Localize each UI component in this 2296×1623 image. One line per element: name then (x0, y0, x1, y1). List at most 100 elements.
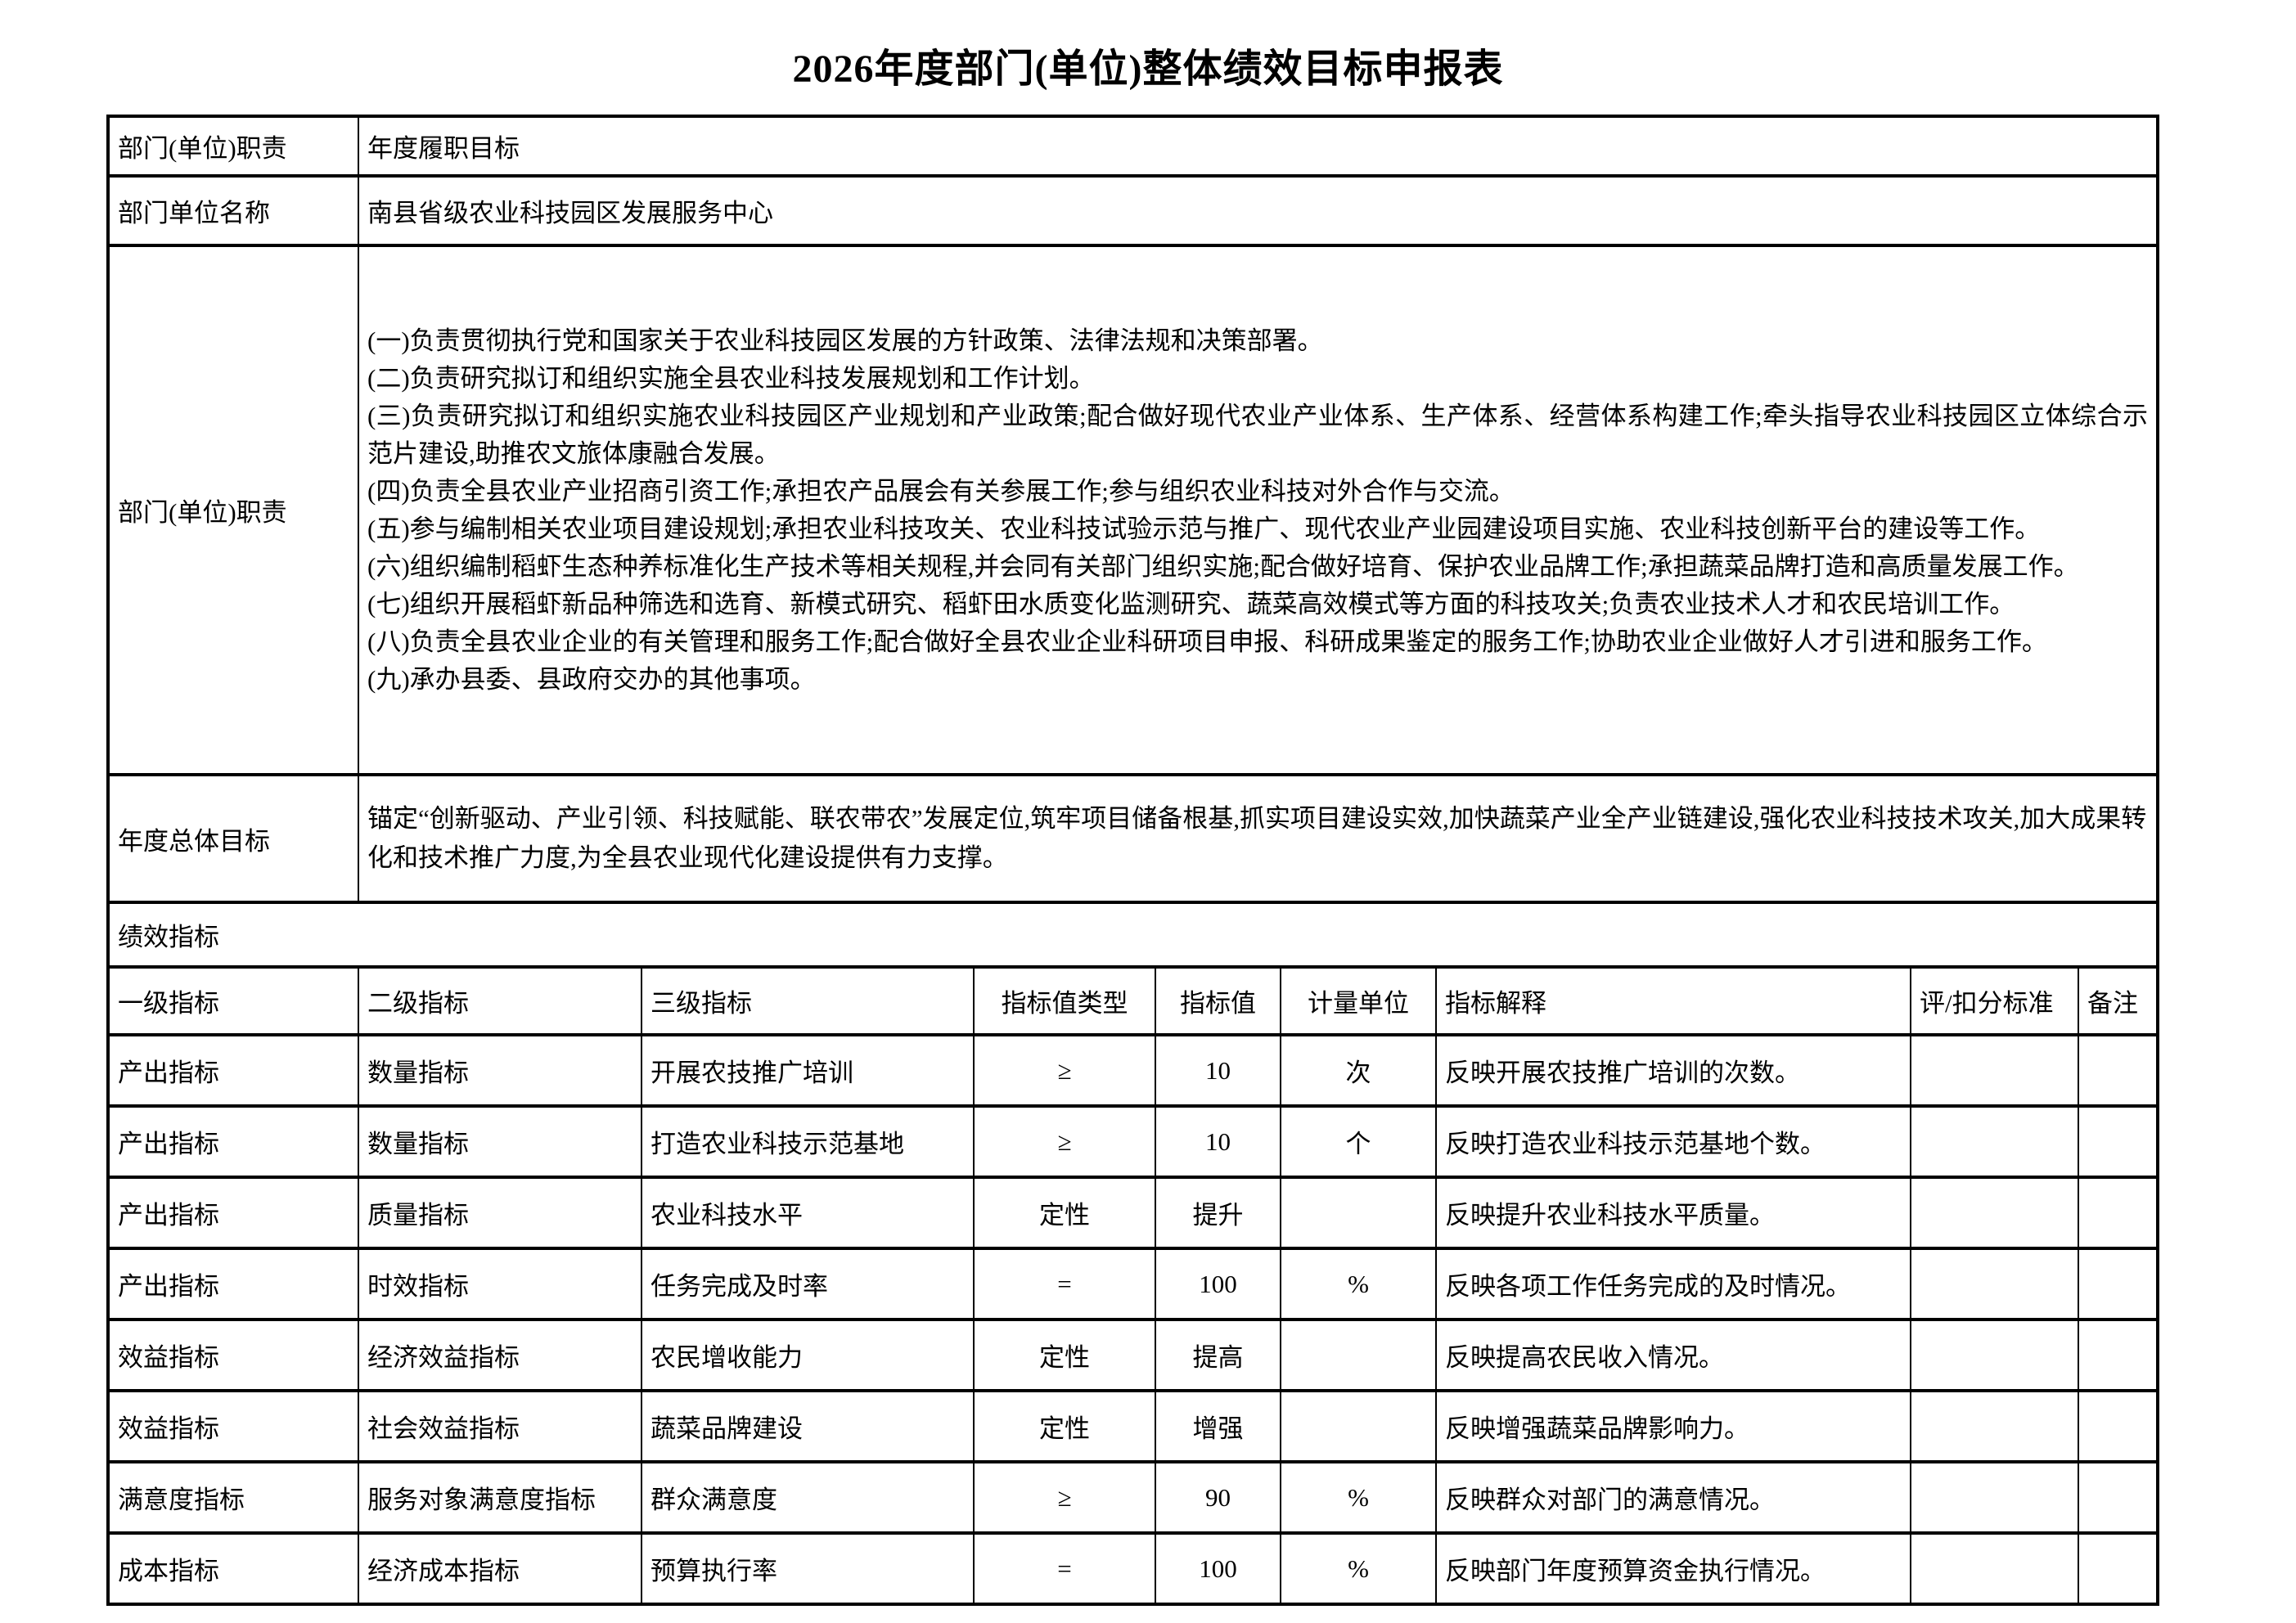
cell-score-standard (1910, 1033, 2079, 1108)
cell-remark (2078, 1389, 2159, 1463)
duty-header-label: 部门(单位)职责 (107, 115, 359, 178)
col-header-unit: 计量单位 (1280, 965, 1437, 1036)
cell-score-standard (1910, 1247, 2079, 1321)
indicator-row: 效益指标 经济效益指标 农民增收能力 定性 提高 反映提高农民收入情况。 (107, 1318, 2159, 1392)
col-header-score-standard: 评/扣分标准 (1910, 965, 2079, 1036)
col-header-explanation: 指标解释 (1435, 965, 1911, 1036)
cell-value-type: 定性 (973, 1176, 1156, 1250)
cell-value-type: ≥ (973, 1033, 1156, 1108)
cell-value-type: 定性 (973, 1318, 1156, 1392)
cell-remark (2078, 1176, 2159, 1250)
cell-explanation: 反映开展农技推广培训的次数。 (1435, 1033, 1911, 1108)
performance-target-form: 部门(单位)职责 年度履职目标 部门单位名称 南县省级农业科技园区发展服务中心 … (106, 115, 2159, 1606)
cell-value: 提高 (1155, 1318, 1281, 1392)
indicator-row: 产出指标 数量指标 打造农业科技示范基地 ≥ 10 个 反映打造农业科技示范基地… (107, 1104, 2159, 1179)
cell-unit: % (1280, 1531, 1437, 1606)
indicator-row: 满意度指标 服务对象满意度指标 群众满意度 ≥ 90 % 反映群众对部门的满意情… (107, 1460, 2159, 1535)
cell-level3: 蔬菜品牌建设 (641, 1389, 975, 1463)
indicator-row: 效益指标 社会效益指标 蔬菜品牌建设 定性 增强 反映增强蔬菜品牌影响力。 (107, 1389, 2159, 1463)
cell-unit: % (1280, 1247, 1437, 1321)
duties-content: (一)负责贯彻执行党和国家关于农业科技园区发展的方针政策、法律法规和决策部署。 … (358, 244, 2159, 776)
duty-item: (四)负责全县农业产业招商引资工作;承担农产品展会有关参展工作;参与组织农业科技… (367, 476, 1515, 506)
cell-level1: 效益指标 (107, 1389, 359, 1463)
row-annual-goal: 年度总体目标 锚定“创新驱动、产业引领、科技赋能、联农带农”发展定位,筑牢项目储… (107, 773, 2159, 904)
cell-level3: 农业科技水平 (641, 1176, 975, 1250)
cell-remark (2078, 1247, 2159, 1321)
duty-header-value: 年度履职目标 (358, 115, 2159, 178)
cell-level1: 产出指标 (107, 1033, 359, 1108)
indicator-header-row: 一级指标 二级指标 三级指标 指标值类型 指标值 计量单位 指标解释 评/扣分标… (107, 965, 2159, 1036)
indicator-row: 成本指标 经济成本指标 预算执行率 = 100 % 反映部门年度预算资金执行情况… (107, 1531, 2159, 1606)
cell-level2: 数量指标 (358, 1033, 642, 1108)
cell-value: 100 (1155, 1247, 1281, 1321)
cell-remark (2078, 1033, 2159, 1108)
col-header-remark: 备注 (2078, 965, 2159, 1036)
cell-explanation: 反映打造农业科技示范基地个数。 (1435, 1104, 1911, 1179)
col-header-level3: 三级指标 (641, 965, 975, 1036)
duty-item: (六)组织编制稻虾生态种养标准化生产技术等相关规程,并会同有关部门组织实施;配合… (367, 551, 2079, 581)
cell-level2: 服务对象满意度指标 (358, 1460, 642, 1535)
dept-name-label: 部门单位名称 (107, 174, 359, 247)
cell-value-type: = (973, 1531, 1156, 1606)
cell-level2: 经济成本指标 (358, 1531, 642, 1606)
col-header-value-type: 指标值类型 (973, 965, 1156, 1036)
cell-unit (1280, 1318, 1437, 1392)
cell-unit: 个 (1280, 1104, 1437, 1179)
cell-value: 增强 (1155, 1389, 1281, 1463)
indicator-row: 产出指标 数量指标 开展农技推广培训 ≥ 10 次 反映开展农技推广培训的次数。 (107, 1033, 2159, 1108)
cell-level3: 打造农业科技示范基地 (641, 1104, 975, 1179)
cell-level2: 社会效益指标 (358, 1389, 642, 1463)
cell-level3: 群众满意度 (641, 1460, 975, 1535)
cell-score-standard (1910, 1389, 2079, 1463)
cell-value: 10 (1155, 1104, 1281, 1179)
section-header: 绩效指标 (107, 901, 2159, 969)
duty-item: (一)负责贯彻执行党和国家关于农业科技园区发展的方针政策、法律法规和决策部署。 (367, 326, 1323, 355)
cell-level2: 数量指标 (358, 1104, 642, 1179)
cell-level1: 产出指标 (107, 1176, 359, 1250)
duty-item: (三)负责研究拟订和组织实施农业科技园区产业规划和产业政策;配合做好现代农业产业… (367, 401, 2148, 468)
cell-unit (1280, 1389, 1437, 1463)
indicator-row: 产出指标 质量指标 农业科技水平 定性 提升 反映提升农业科技水平质量。 (107, 1176, 2159, 1250)
cell-explanation: 反映增强蔬菜品牌影响力。 (1435, 1389, 1911, 1463)
dept-name-value: 南县省级农业科技园区发展服务中心 (358, 174, 2159, 247)
cell-level3: 预算执行率 (641, 1531, 975, 1606)
cell-explanation: 反映各项工作任务完成的及时情况。 (1435, 1247, 1911, 1321)
row-duties: 部门(单位)职责 (一)负责贯彻执行党和国家关于农业科技园区发展的方针政策、法律… (107, 244, 2159, 776)
cell-level2: 经济效益指标 (358, 1318, 642, 1392)
duty-item: (八)负责全县农业企业的有关管理和服务工作;配合做好全县农业企业科研项目申报、科… (367, 627, 2047, 656)
duty-item: (七)组织开展稻虾新品种筛选和选育、新模式研究、稻虾田水质变化监测研究、蔬菜高效… (367, 589, 2015, 618)
cell-unit (1280, 1176, 1437, 1250)
cell-value-type: 定性 (973, 1389, 1156, 1463)
cell-value: 100 (1155, 1531, 1281, 1606)
cell-unit: 次 (1280, 1033, 1437, 1108)
cell-value-type: ≥ (973, 1104, 1156, 1179)
annual-goal-label: 年度总体目标 (107, 773, 359, 904)
cell-remark (2078, 1531, 2159, 1606)
duties-label: 部门(单位)职责 (107, 244, 359, 776)
cell-remark (2078, 1104, 2159, 1179)
duty-item: (二)负责研究拟订和组织实施全县农业科技发展规划和工作计划。 (367, 363, 1095, 393)
cell-explanation: 反映群众对部门的满意情况。 (1435, 1460, 1911, 1535)
cell-level1: 产出指标 (107, 1104, 359, 1179)
cell-value: 90 (1155, 1460, 1281, 1535)
cell-value: 提升 (1155, 1176, 1281, 1250)
cell-level1: 成本指标 (107, 1531, 359, 1606)
cell-level3: 任务完成及时率 (641, 1247, 975, 1321)
cell-level1: 满意度指标 (107, 1460, 359, 1535)
col-header-level1: 一级指标 (107, 965, 359, 1036)
cell-explanation: 反映部门年度预算资金执行情况。 (1435, 1531, 1911, 1606)
annual-goal-value: 锚定“创新驱动、产业引领、科技赋能、联农带农”发展定位,筑牢项目储备根基,抓实项… (358, 773, 2159, 904)
cell-score-standard (1910, 1318, 2079, 1392)
cell-score-standard (1910, 1531, 2079, 1606)
duty-item: (九)承办县委、县政府交办的其他事项。 (367, 664, 816, 694)
row-dept-name: 部门单位名称 南县省级农业科技园区发展服务中心 (107, 174, 2159, 247)
cell-remark (2078, 1318, 2159, 1392)
cell-unit: % (1280, 1460, 1437, 1535)
cell-level2: 质量指标 (358, 1176, 642, 1250)
col-header-level2: 二级指标 (358, 965, 642, 1036)
cell-value-type: ≥ (973, 1460, 1156, 1535)
cell-level1: 产出指标 (107, 1247, 359, 1321)
duty-item: (五)参与编制相关农业项目建设规划;承担农业科技攻关、农业科技试验示范与推广、现… (367, 514, 2041, 543)
page-title: 2026年度部门(单位)整体绩效目标申报表 (792, 47, 1504, 91)
cell-level3: 农民增收能力 (641, 1318, 975, 1392)
